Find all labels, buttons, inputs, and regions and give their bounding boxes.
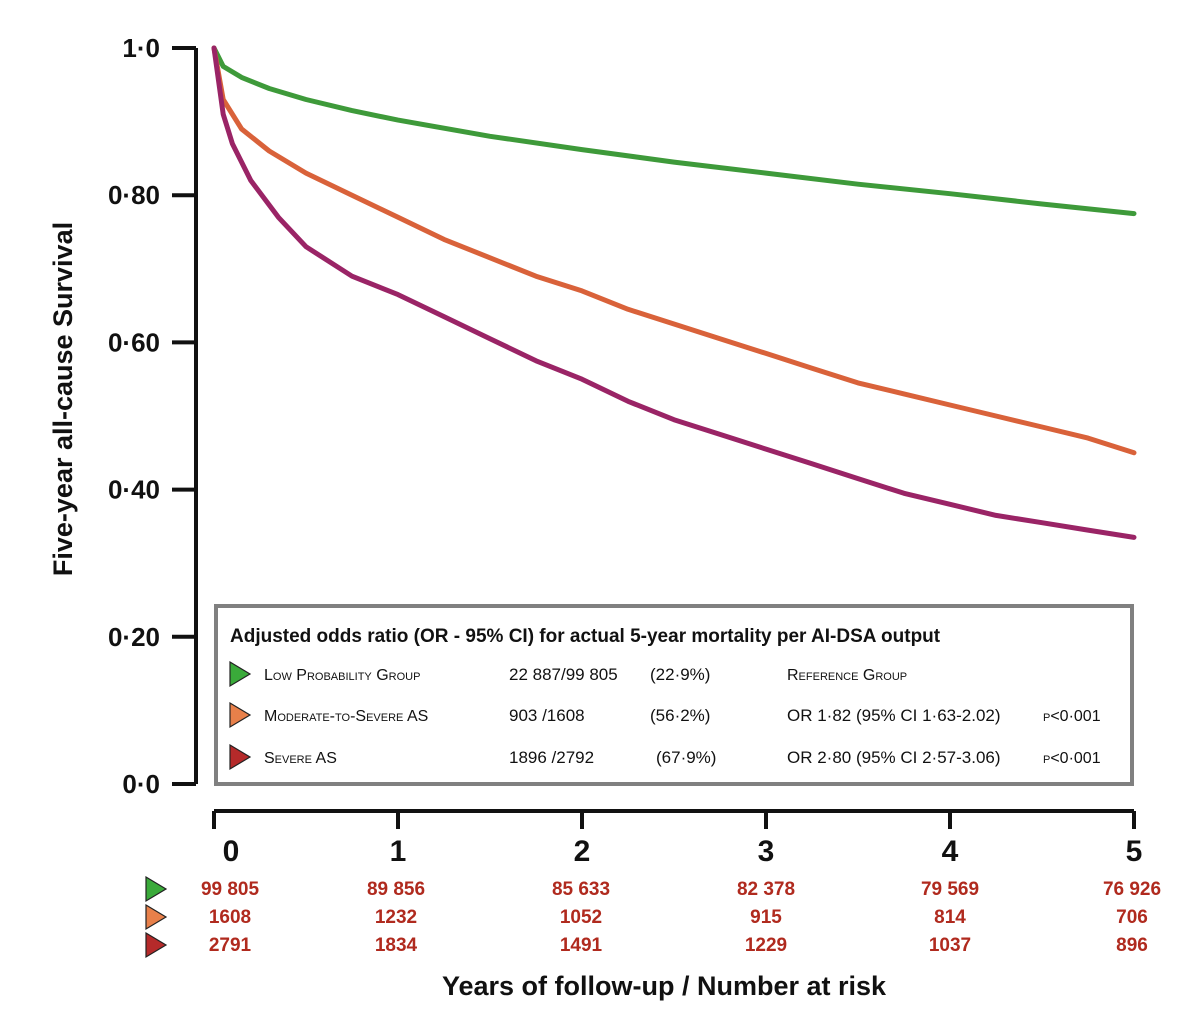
at-risk-value: 814: [934, 907, 966, 928]
y-tick-label: 0·40: [108, 475, 160, 505]
legend-row-counts: 903 /1608: [509, 706, 585, 725]
at-risk-value: 82 378: [737, 879, 795, 900]
legend-row-name: Low Probability Group: [264, 667, 420, 684]
at-risk-value: 76 926: [1103, 879, 1161, 900]
series-line-0: [211, 45, 1137, 217]
at-risk-value: 1232: [375, 907, 417, 928]
legend-box: Adjusted odds ratio (OR - 95% CI) for ac…: [214, 604, 1134, 786]
at-risk-value: 896: [1116, 935, 1148, 956]
series-line-1: [211, 45, 1137, 456]
legend-row-stat: Reference Group: [787, 667, 907, 684]
x-tick-label: 0: [223, 835, 240, 868]
legend-row: Moderate-to-Severe AS 903 /1608 (56·2%) …: [229, 701, 1101, 729]
series-line-2: [211, 45, 1137, 540]
at-risk-value: 89 856: [367, 879, 425, 900]
at-risk-value: 1229: [745, 935, 787, 956]
legend-row-pct: (67·9%): [656, 748, 716, 767]
at-risk-value: 99 805: [201, 879, 260, 900]
legend-row-stat: OR 2·80 (95% CI 2·57-3.06): [787, 748, 1001, 767]
x-tick-label: 1: [390, 835, 407, 868]
low-probability-marker-icon: [229, 660, 252, 688]
y-tick-label: 0·80: [108, 180, 160, 210]
legend-row-pct: (22·9%): [650, 665, 710, 684]
x-tick-label: 2: [574, 835, 591, 868]
at-risk-value: 1052: [560, 907, 602, 928]
at-risk-value: 1491: [560, 935, 603, 956]
legend-row-p: p<0·001: [1043, 750, 1101, 767]
x-tick-label: 5: [1126, 835, 1143, 868]
at-risk-marker-icon: [145, 903, 168, 931]
severe-marker-icon: [229, 743, 252, 771]
at-risk-value: 79 569: [921, 879, 979, 900]
moderate-to-severe-marker-icon: [229, 701, 252, 729]
at-risk-value: 915: [750, 907, 782, 928]
y-tick-label: 0·0: [122, 769, 160, 799]
y-tick-label: 1·0: [122, 33, 160, 63]
at-risk-value: 1608: [209, 907, 251, 928]
y-axis-title: Five-year all-cause Survival: [48, 222, 78, 576]
at-risk-value: 85 633: [552, 879, 610, 900]
y-tick-label: 0·20: [108, 622, 160, 652]
at-risk-value: 706: [1116, 907, 1148, 928]
legend-row: Severe AS 1896 /2792 (67·9%) OR 2·80 (95…: [229, 743, 1101, 771]
at-risk-marker-icon: [145, 931, 168, 959]
x-axis-title: Years of follow-up / Number at risk: [442, 971, 887, 1001]
at-risk-value: 1037: [929, 935, 971, 956]
at-risk-value: 2791: [209, 935, 252, 956]
y-tick-label: 0·60: [108, 327, 160, 357]
legend-row-p: p<0·001: [1043, 708, 1101, 725]
at-risk-value: 1834: [375, 935, 418, 956]
at-risk-marker-icon: [145, 875, 168, 903]
x-tick-label: 4: [942, 835, 959, 868]
legend-row-name: Severe AS: [264, 750, 337, 767]
legend-row: Low Probability Group 22 887/99 805 (22·…: [229, 660, 907, 688]
legend-title: Adjusted odds ratio (OR - 95% CI) for ac…: [230, 626, 941, 647]
legend-row-stat: OR 1·82 (95% CI 1·63-2.02): [787, 706, 1001, 725]
legend-row-counts: 22 887/99 805: [509, 665, 618, 684]
legend-row-pct: (56·2%): [650, 706, 710, 725]
x-tick-label: 3: [758, 835, 775, 868]
legend-row-counts: 1896 /2792: [509, 748, 594, 767]
legend-row-name: Moderate-to-Severe AS: [264, 708, 428, 725]
